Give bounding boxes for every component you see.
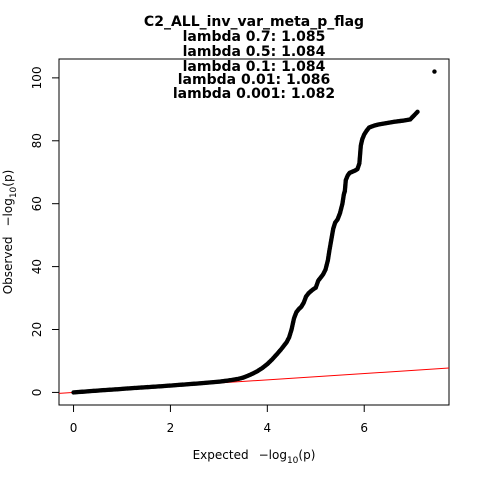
y-tick-label: 100	[30, 66, 44, 89]
y-tick-label: 40	[30, 259, 44, 274]
x-tick-label: 6	[360, 421, 368, 435]
chart-subtitle-line: lambda 0.7: 1.085	[183, 29, 326, 45]
y-tick-label: 80	[30, 133, 44, 148]
chart-subtitle-line: lambda 0.001: 1.082	[173, 86, 335, 102]
x-tick-label: 0	[70, 421, 78, 435]
data-point	[432, 69, 437, 74]
y-tick-label: 20	[30, 322, 44, 337]
chart-subtitle-line: lambda 0.5: 1.084	[183, 44, 326, 60]
data-points	[71, 69, 437, 395]
x-tick-label: 4	[264, 421, 272, 435]
y-axis: 0 20 40 60 80 100	[30, 66, 59, 396]
x-axis-label: Expected −log10(p)	[193, 448, 316, 466]
y-tick-label: 0	[30, 389, 44, 397]
y-tick-label: 60	[30, 196, 44, 211]
plot-frame	[58, 58, 450, 406]
chart-title: C2_ALL_inv_var_meta_p_flag	[144, 14, 364, 30]
y-axis-label: Observed−log10(p)	[1, 170, 19, 295]
chart-subtitle-line: lambda 0.01: 1.086	[178, 72, 331, 88]
x-axis: 0 2 4 6	[70, 405, 368, 435]
x-tick-label: 2	[167, 421, 175, 435]
data-point	[415, 109, 420, 115]
chart-subtitle-line: lambda 0.1: 1.084	[183, 59, 326, 75]
